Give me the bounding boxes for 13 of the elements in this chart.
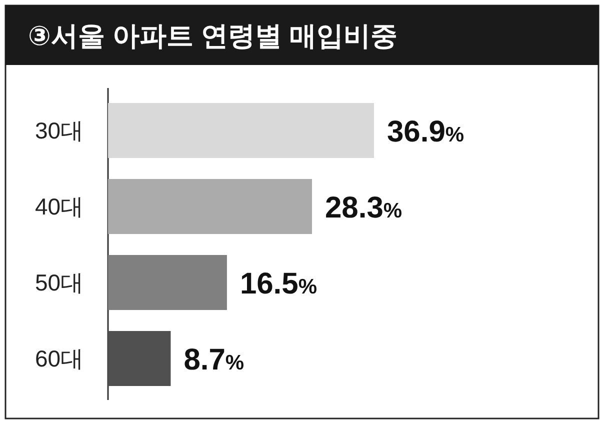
chart-title: ③서울 아파트 연령별 매입비중 (28, 21, 398, 51)
y-tick-label: 30대 (35, 118, 84, 144)
bar (108, 255, 227, 310)
data-label: 36.9% (387, 116, 464, 148)
bar (108, 103, 374, 158)
data-label: 16.5% (240, 268, 318, 300)
data-label: 8.7% (184, 344, 244, 376)
bar (108, 179, 312, 234)
y-tick-label: 40대 (35, 194, 84, 220)
y-tick-label: 50대 (35, 270, 84, 296)
bar (108, 331, 171, 386)
data-label: 28.3% (325, 192, 402, 224)
y-tick-label: 60대 (35, 346, 84, 372)
